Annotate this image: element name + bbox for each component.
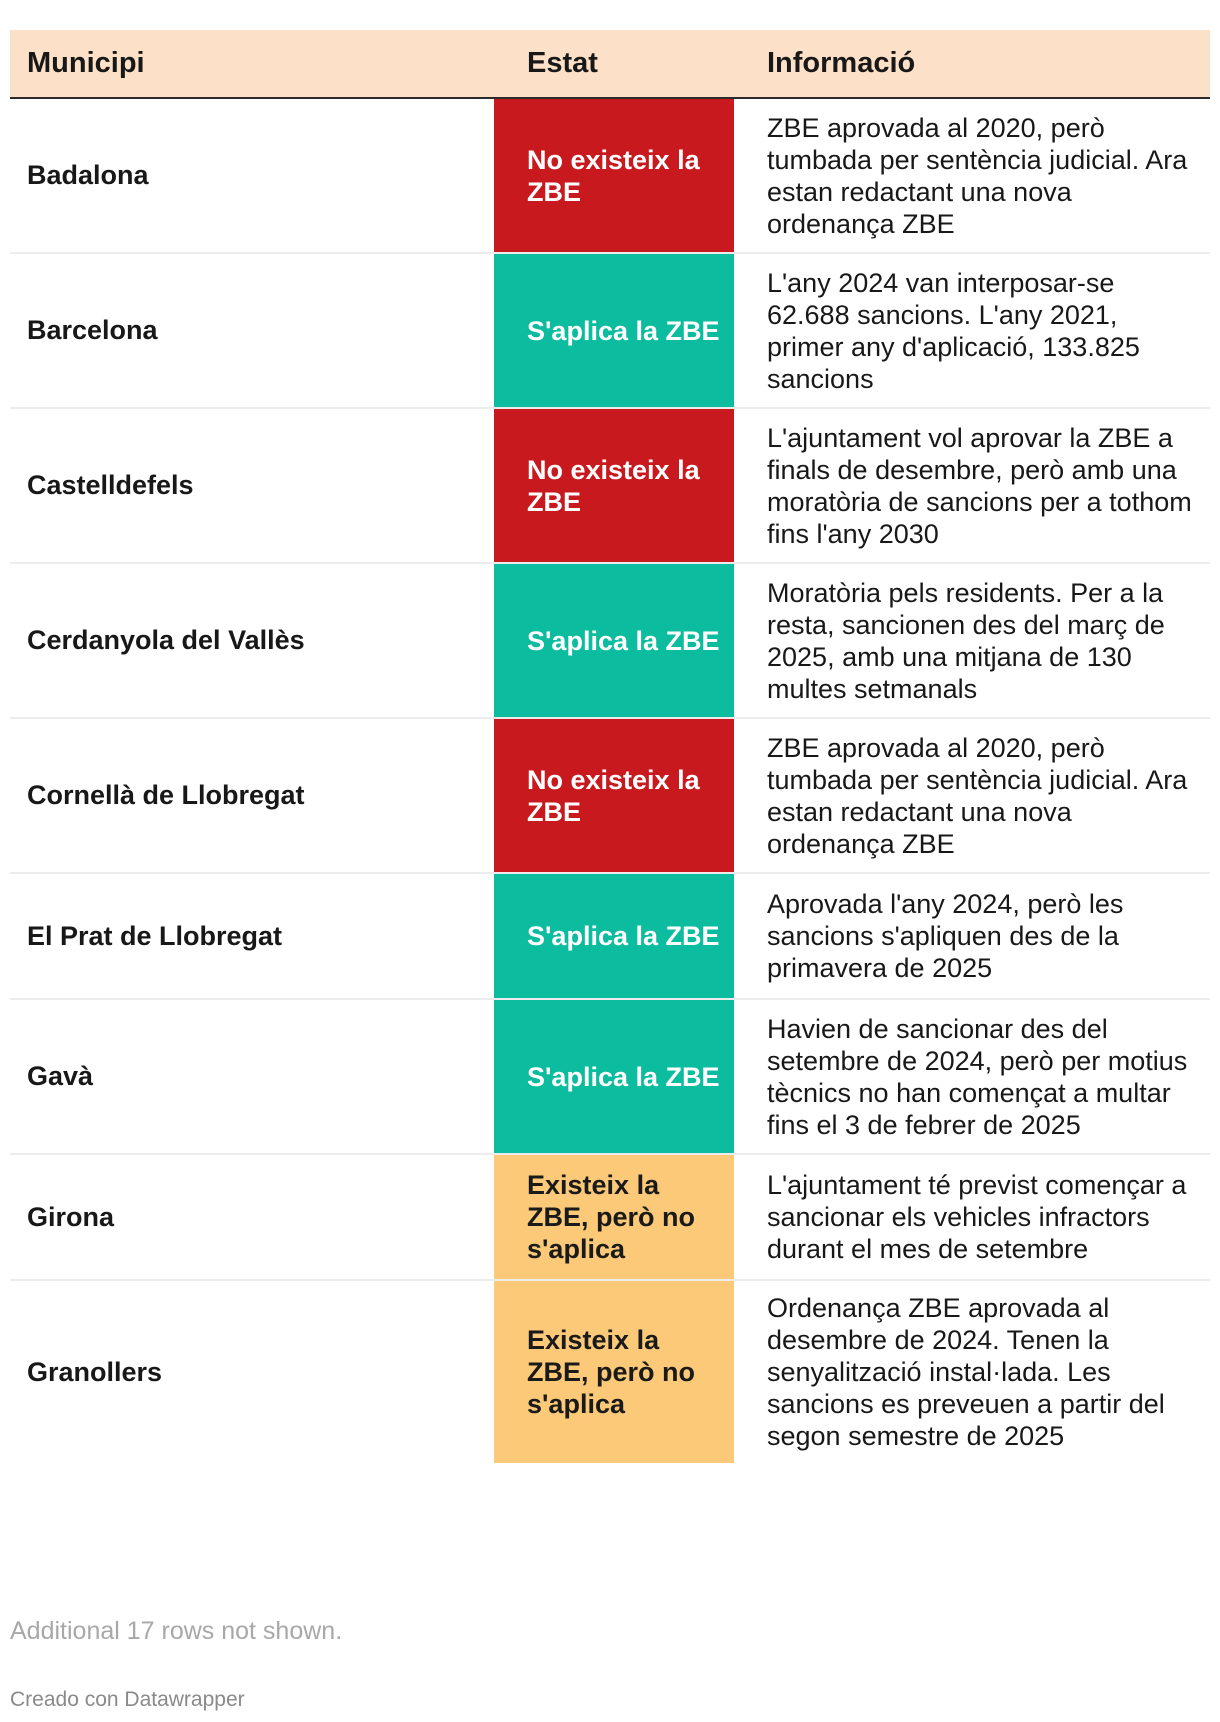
cell-municipi: Granollers bbox=[27, 1356, 163, 1387]
cell-informacio: Moratòria pels residents. Per a la resta… bbox=[767, 577, 1165, 704]
zbe-table: Municipi Estat Informació Badalona No exi… bbox=[10, 30, 1210, 1463]
column-header-estat[interactable]: Estat bbox=[527, 47, 598, 79]
cell-estat-badge: S'aplica la ZBE bbox=[494, 254, 734, 407]
datawrapper-credit[interactable]: Creado con Datawrapper bbox=[10, 1688, 245, 1711]
cell-estat-badge: S'aplica la ZBE bbox=[494, 874, 734, 998]
table-row: Gavà S'aplica la ZBE Havien de sancionar d… bbox=[10, 1000, 1210, 1155]
cell-informacio: L'ajuntament té previst començar a sanci… bbox=[767, 1170, 1187, 1264]
cell-informacio: ZBE aprovada al 2020, però tumbada per s… bbox=[767, 112, 1188, 239]
cell-municipi: El Prat de Llobregat bbox=[27, 920, 283, 951]
cell-informacio: Ordenança ZBE aprovada al desembre de 20… bbox=[767, 1293, 1165, 1451]
cell-estat-badge: S'aplica la ZBE bbox=[494, 1000, 734, 1153]
table-row: El Prat de Llobregat S'aplica la ZBE Aprov… bbox=[10, 874, 1210, 1000]
cell-estat-badge: No existeix la ZBE bbox=[494, 99, 734, 252]
cell-municipi: Barcelona bbox=[27, 315, 158, 345]
table-header: Municipi Estat Informació bbox=[10, 30, 1210, 99]
table-row: Girona Existeix la ZBE, però no s'aplica L… bbox=[10, 1155, 1210, 1281]
table-row: Cornellà de Llobregat No existeix la ZBE Z… bbox=[10, 719, 1210, 874]
cell-estat-badge: No existeix la ZBE bbox=[494, 719, 734, 872]
cell-municipi: Cerdanyola del Vallès bbox=[27, 625, 305, 655]
cell-informacio: Havien de sancionar des del setembre de … bbox=[767, 1013, 1188, 1140]
cell-municipi: Badalona bbox=[27, 160, 149, 190]
cell-informacio: Aprovada l'any 2024, però les sancions s… bbox=[767, 889, 1124, 983]
cell-municipi: Cornellà de Llobregat bbox=[27, 780, 305, 810]
table-row: Granollers Existeix la ZBE, però no s'apl… bbox=[10, 1281, 1210, 1463]
rows-not-shown-note: Additional 17 rows not shown. bbox=[10, 1617, 343, 1645]
table-row: Cerdanyola del Vallès S'aplica la ZBE Mora… bbox=[10, 564, 1210, 719]
cell-informacio: L'any 2024 van interposar-se 62.688 sanc… bbox=[767, 267, 1140, 394]
table-row: Badalona No existeix la ZBE ZBE aprovada a… bbox=[10, 99, 1210, 254]
cell-municipi: Castelldefels bbox=[27, 470, 194, 500]
column-header-informacio[interactable]: Informació bbox=[767, 47, 916, 79]
table-row: Castelldefels No existeix la ZBE L'ajuntam… bbox=[10, 409, 1210, 564]
cell-estat-badge: Existeix la ZBE, però no s'aplica bbox=[494, 1281, 734, 1463]
cell-informacio: L'ajuntament vol aprovar la ZBE a finals… bbox=[767, 422, 1192, 549]
table-row: Barcelona S'aplica la ZBE L'any 2024 van i… bbox=[10, 254, 1210, 409]
cell-estat-badge: No existeix la ZBE bbox=[494, 409, 734, 562]
cell-estat-badge: Existeix la ZBE, però no s'aplica bbox=[494, 1155, 734, 1279]
cell-estat-badge: S'aplica la ZBE bbox=[494, 564, 734, 717]
cell-municipi: Girona bbox=[27, 1201, 115, 1232]
cell-municipi: Gavà bbox=[27, 1061, 94, 1091]
cell-informacio: ZBE aprovada al 2020, però tumbada per s… bbox=[767, 732, 1188, 859]
column-header-municipi[interactable]: Municipi bbox=[27, 47, 145, 79]
table-body: Badalona No existeix la ZBE ZBE aprovada a… bbox=[10, 99, 1210, 1463]
